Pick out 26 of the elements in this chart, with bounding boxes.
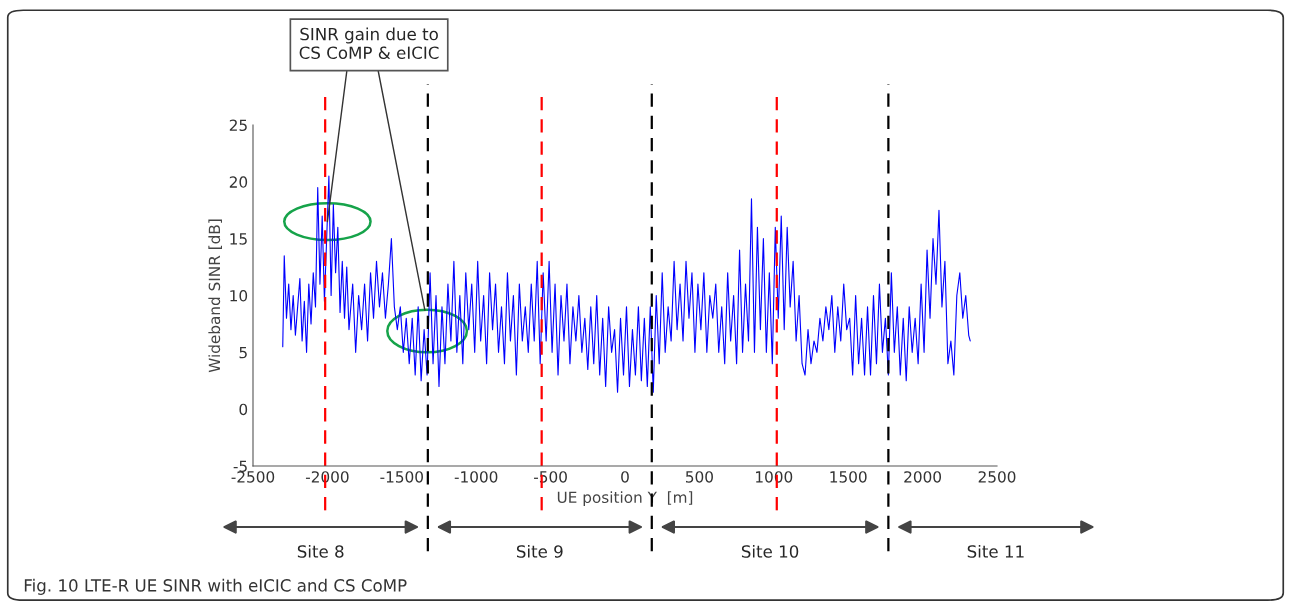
- y-tick-label: 15: [230, 233, 247, 245]
- text: Site 8: [297, 544, 344, 558]
- x-tick-label: -1000: [454, 471, 498, 483]
- x-tick-label: -2000: [305, 471, 349, 483]
- x-tick-label: 0: [621, 471, 629, 483]
- x-tick-label: -2500: [231, 471, 275, 483]
- text: Site 11: [967, 544, 1024, 558]
- x-tick-label: 1500: [830, 471, 867, 483]
- y-tick-label: 5: [239, 347, 247, 359]
- y-tick-label: 25: [229, 119, 247, 132]
- x-tick-label: -500: [534, 471, 567, 483]
- y-tick-label: -5: [233, 460, 247, 473]
- y-axis-title: Wideband SINR [dB]: [208, 219, 222, 373]
- text: Site 9: [516, 544, 563, 558]
- x-tick-label: -1500: [380, 471, 423, 483]
- y-tick-label: 10: [230, 289, 248, 302]
- x-tick-label: 2500: [978, 471, 1016, 483]
- x-tick-label: 1000: [756, 471, 793, 483]
- y-tick-label: 0: [239, 403, 248, 416]
- x-tick-label: 500: [686, 471, 713, 483]
- line-series: [282, 175, 971, 393]
- text: Site 10: [741, 544, 799, 558]
- y-tick-label: 20: [229, 176, 248, 188]
- annotation: SINR gain due to CS CoMP & eICIC: [299, 27, 439, 60]
- x-tick-label: 2000: [904, 471, 942, 483]
- caption: Fig. 10 LTE-R UE SINR with eICIC and CS CoMP: [24, 578, 407, 595]
